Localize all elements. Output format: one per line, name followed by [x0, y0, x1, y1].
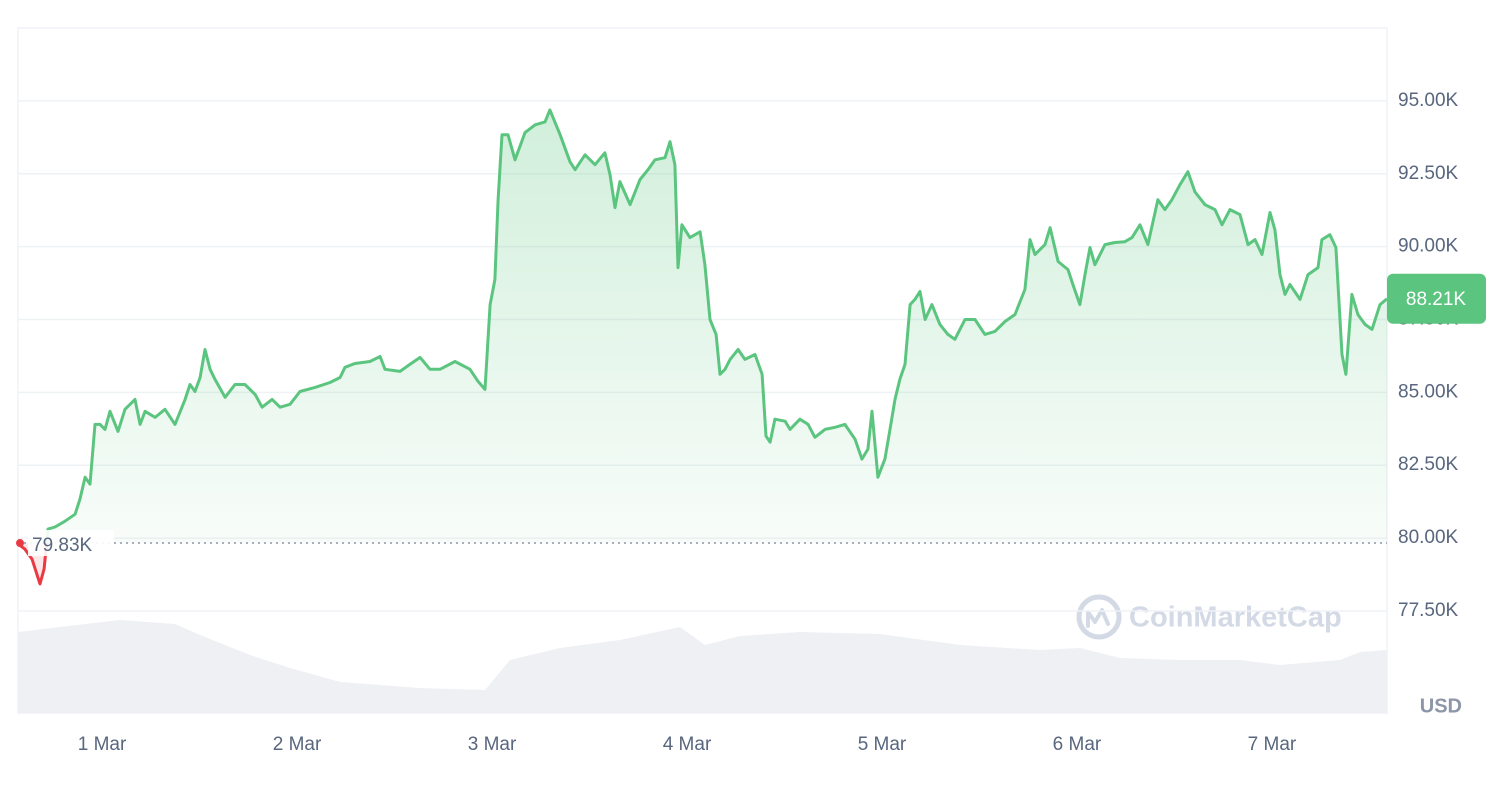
x-tick-label: 5 Mar [858, 734, 907, 755]
reference-label: 79.83K [32, 535, 93, 556]
currency-label: USD [1420, 695, 1462, 717]
x-tick-label: 7 Mar [1248, 734, 1297, 755]
watermark: CoinMarketCap [1076, 594, 1342, 640]
y-tick-label: 80.00K [1398, 527, 1459, 548]
current-price-tag [1387, 273, 1486, 324]
y-tick-label: 95.00K [1398, 90, 1459, 111]
watermark-text: CoinMarketCap [1129, 602, 1342, 634]
x-tick-label: 4 Mar [663, 734, 712, 755]
y-tick-label: 82.50K [1398, 454, 1459, 475]
y-tick-label: 77.50K [1398, 600, 1459, 621]
x-tick-label: 3 Mar [468, 734, 517, 755]
y-tick-label: 85.00K [1398, 381, 1459, 402]
x-tick-label: 2 Mar [273, 734, 322, 755]
x-tick-label: 6 Mar [1053, 734, 1102, 755]
area-above-reference [46, 109, 1387, 544]
reference-label-bg [28, 530, 114, 557]
watermark-logo-mark [1086, 608, 1110, 628]
current-price-label: 88.21K [1406, 289, 1467, 310]
volume-area [18, 620, 1387, 713]
x-tick-label: 1 Mar [78, 734, 127, 755]
reference-dot [16, 539, 24, 548]
watermark-logo [1076, 594, 1122, 640]
price-line [18, 108, 1388, 544]
y-tick-label: 92.50K [1398, 163, 1459, 184]
y-tick-label: 90.00K [1398, 236, 1459, 257]
